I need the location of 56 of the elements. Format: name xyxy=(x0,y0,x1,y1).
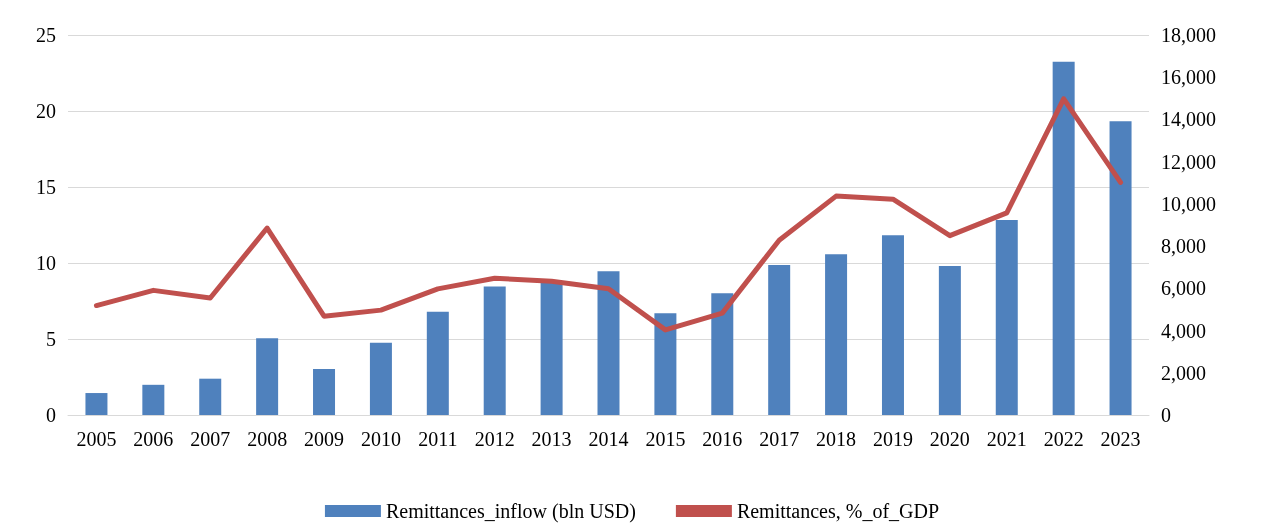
bar xyxy=(995,219,1018,415)
x-tick-label: 2011 xyxy=(418,428,458,450)
bar xyxy=(711,293,734,415)
x-tick-label: 2008 xyxy=(247,428,288,450)
y2-tick-label: 14,000 xyxy=(1161,108,1216,131)
bar xyxy=(881,235,904,415)
y2-tick-label: 6,000 xyxy=(1161,277,1206,300)
legend-label: Remittances, %_of_GDP xyxy=(736,500,940,522)
bar xyxy=(426,311,449,415)
bar xyxy=(768,265,791,415)
bar xyxy=(1109,121,1132,415)
y2-tick-label: 16,000 xyxy=(1161,66,1216,89)
x-tick-label: 2017 xyxy=(759,428,800,450)
x-tick-label: 2019 xyxy=(872,428,913,450)
y-tick-label: 15 xyxy=(36,176,56,198)
x-tick-label: 2022 xyxy=(1043,428,1084,450)
x-tick-label: 2009 xyxy=(304,428,345,450)
bar xyxy=(85,393,108,415)
y2-tick-label: 12,000 xyxy=(1161,150,1216,173)
y-tick-label: 10 xyxy=(36,252,56,274)
x-tick-label: 2012 xyxy=(474,428,515,450)
bar xyxy=(483,286,506,415)
x-tick-label: 2016 xyxy=(702,428,743,450)
y-tick-label: 5 xyxy=(46,328,56,350)
bar xyxy=(938,265,961,415)
x-tick-label: 2021 xyxy=(986,428,1027,450)
bar xyxy=(369,342,392,415)
x-tick-label: 2005 xyxy=(76,428,117,450)
bar xyxy=(825,254,848,415)
bar xyxy=(199,378,222,415)
x-tick-label: 2014 xyxy=(588,428,629,450)
y2-tick-label: 8,000 xyxy=(1161,235,1206,258)
bar xyxy=(142,384,165,415)
y2-tick-label: 18,000 xyxy=(1161,24,1216,46)
y2-tick-label: 10,000 xyxy=(1161,192,1216,215)
bar xyxy=(313,368,336,415)
legend-label: Remittances_inflow (bln USD) xyxy=(385,500,636,523)
bar xyxy=(540,282,563,415)
x-tick-label: 2013 xyxy=(531,428,572,450)
bar xyxy=(1052,61,1075,415)
x-tick-label: 2006 xyxy=(133,428,174,450)
bar xyxy=(654,313,677,415)
x-tick-label: 2023 xyxy=(1100,428,1141,450)
x-tick-label: 2015 xyxy=(645,428,686,450)
y-tick-label: 0 xyxy=(46,404,56,426)
x-tick-label: 2007 xyxy=(190,428,231,450)
y2-tick-label: 4,000 xyxy=(1161,319,1206,342)
y2-tick-label: 2,000 xyxy=(1161,361,1206,384)
y-tick-label: 25 xyxy=(36,24,56,46)
bar xyxy=(597,271,620,415)
x-tick-label: 2020 xyxy=(929,428,970,450)
y-tick-label: 20 xyxy=(36,100,56,122)
y2-tick-label: 0 xyxy=(1161,404,1171,426)
x-tick-label: 2010 xyxy=(360,428,401,450)
bar xyxy=(256,338,279,415)
x-tick-label: 2018 xyxy=(816,428,857,450)
